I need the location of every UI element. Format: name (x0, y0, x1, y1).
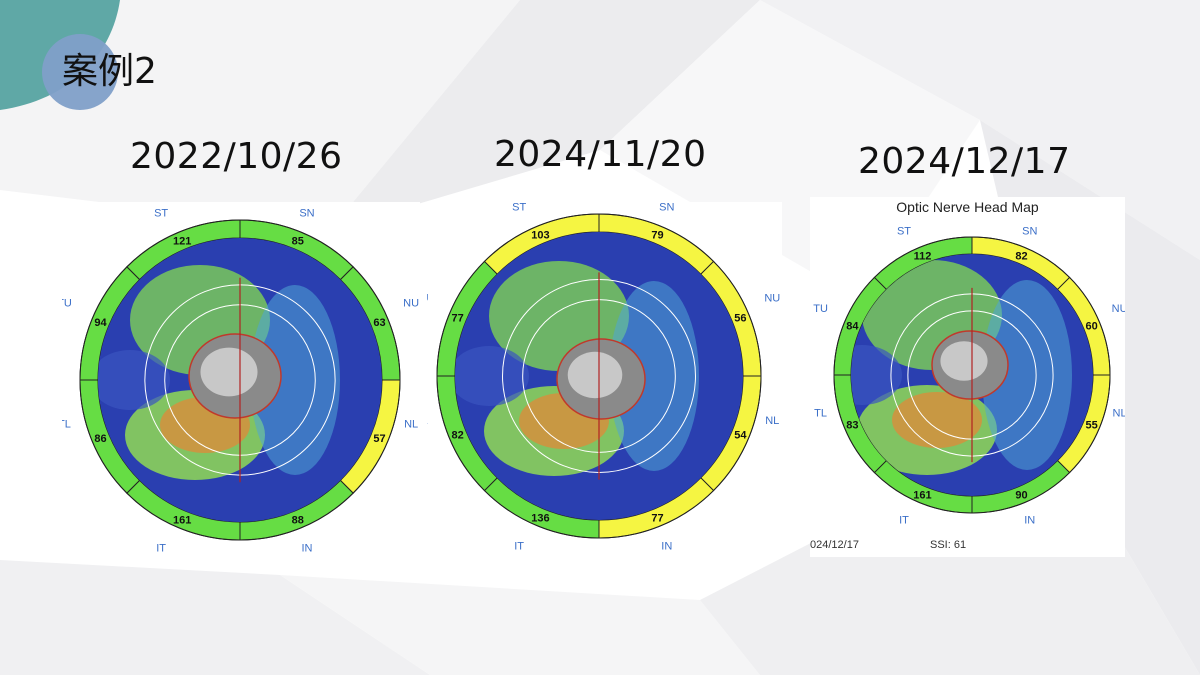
sector-value-tu: 84 (846, 320, 859, 332)
quadrant-label-nl: NL (1113, 407, 1125, 419)
quadrant-label-sn: SN (299, 207, 314, 219)
quadrant-label-it: IT (899, 515, 909, 527)
quadrant-label-nu: NU (403, 297, 419, 309)
sector-value-in: 77 (651, 512, 663, 524)
optic-cup (567, 351, 623, 399)
rnfl-thickness-map: 121 85 63 57 88 161 86 94 ST SN NU NL IN IT TL TU (62, 207, 419, 555)
quadrant-label-in: IN (301, 543, 312, 555)
rnfl-thickness-map: 103 79 56 54 77 136 82 77 ST SN NU NL IN IT TL TU (427, 202, 780, 553)
map-footer-date: 024/12/17 (810, 539, 859, 551)
quadrant-label-nl: NL (765, 415, 779, 427)
map-header: Optic Nerve Head Map (896, 199, 1039, 215)
quadrant-label-it: IT (156, 543, 166, 555)
sector-value-nl: 57 (373, 433, 385, 445)
optic-nerve-map-3: 112 82 60 55 90 161 83 84 ST SN NU NL IN IT TL TU Optic… (810, 197, 1125, 557)
sector-value-nl: 55 (1086, 420, 1098, 432)
quadrant-label-nl: NL (404, 418, 418, 430)
map-date-2: 2024/11/20 (494, 134, 707, 175)
quadrant-label-in: IN (661, 541, 672, 553)
sector-value-tu: 94 (94, 317, 107, 329)
sector-value-sn: 82 (1015, 250, 1027, 262)
quadrant-label-tu: TU (813, 303, 828, 315)
rnfl-thickness-map: 112 82 60 55 90 161 83 84 ST SN NU NL IN IT TL TU (813, 225, 1125, 527)
sector-value-tu: 77 (452, 312, 464, 324)
quadrant-label-sn: SN (659, 202, 674, 213)
quadrant-label-tu: TU (62, 297, 72, 309)
quadrant-label-nu: NU (764, 292, 780, 304)
sector-value-nu: 60 (1086, 320, 1098, 332)
sector-value-st: 112 (914, 250, 932, 262)
sector-value-in: 88 (292, 515, 304, 527)
sector-value-in: 90 (1015, 490, 1027, 502)
sector-value-tl: 82 (452, 430, 464, 442)
title-circle (42, 34, 118, 110)
sector-value-sn: 79 (651, 230, 663, 242)
optic-nerve-map-2: 103 79 56 54 77 136 82 77 ST SN NU NL IN IT TL TU (427, 202, 782, 555)
sector-value-tl: 83 (846, 420, 858, 432)
optic-cup (940, 341, 988, 381)
quadrant-label-st: ST (512, 202, 526, 213)
quadrant-label-tl: TL (814, 407, 827, 419)
slide-title: 案例2 (62, 51, 157, 92)
sector-value-sn: 85 (292, 235, 304, 247)
sector-value-it: 136 (531, 512, 549, 524)
map-date-1: 2022/10/26 (130, 136, 343, 177)
quadrant-label-tu: TU (427, 292, 429, 304)
quadrant-label-tl: TL (427, 415, 428, 427)
sector-value-st: 121 (173, 235, 191, 247)
optic-nerve-map-1: 121 85 63 57 88 161 86 94 ST SN NU NL IN IT TL TU (62, 202, 420, 555)
sector-value-it: 161 (913, 490, 931, 502)
sector-value-nu: 56 (734, 312, 746, 324)
quadrant-label-it: IT (514, 541, 524, 553)
map-footer-ssi: SSI: 61 (930, 539, 967, 551)
quadrant-label-sn: SN (1022, 225, 1037, 237)
quadrant-label-tl: TL (62, 418, 71, 430)
quadrant-label-in: IN (1024, 515, 1035, 527)
quadrant-label-nu: NU (1112, 303, 1125, 315)
sector-value-it: 161 (173, 515, 191, 527)
quadrant-label-st: ST (154, 207, 168, 219)
sector-value-nl: 54 (734, 430, 747, 442)
sector-value-tl: 86 (94, 433, 106, 445)
sector-value-st: 103 (531, 230, 549, 242)
optic-cup (200, 347, 258, 397)
sector-value-nu: 63 (373, 317, 385, 329)
quadrant-label-st: ST (897, 225, 911, 237)
map-date-3: 2024/12/17 (858, 141, 1071, 182)
